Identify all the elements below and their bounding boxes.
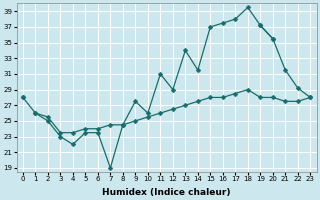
X-axis label: Humidex (Indice chaleur): Humidex (Indice chaleur) bbox=[102, 188, 231, 197]
